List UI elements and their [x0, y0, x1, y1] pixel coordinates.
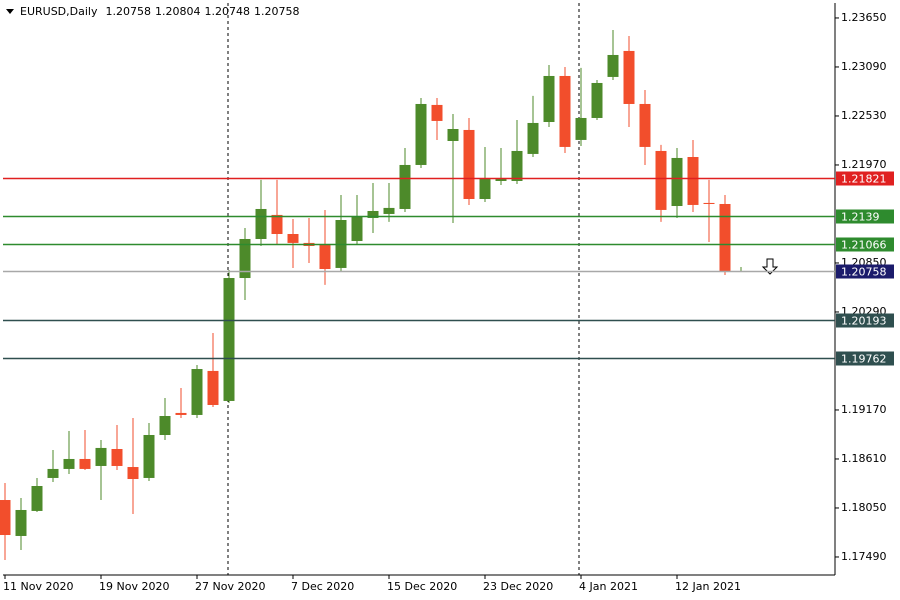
y-tick-label: 1.22530 — [841, 109, 887, 122]
candle-body — [175, 412, 187, 415]
candle-body — [127, 467, 139, 480]
candle-body — [719, 203, 731, 272]
level-label-box — [836, 264, 894, 279]
candle-body — [511, 150, 523, 181]
y-tick-label: 1.17490 — [841, 550, 887, 563]
y-tick-label: 1.23650 — [841, 11, 887, 24]
candle-body — [431, 104, 443, 121]
x-tick-label: 19 Nov 2020 — [99, 580, 169, 593]
candle-body — [671, 157, 683, 207]
candle-body — [143, 434, 155, 478]
menu-triangle[interactable] — [6, 9, 14, 14]
symbol: EURUSD,Daily — [20, 5, 98, 18]
x-tick-label: 23 Dec 2020 — [483, 580, 553, 593]
candle-body — [319, 244, 331, 270]
candle-body — [367, 210, 379, 218]
candle-body — [111, 448, 123, 466]
candle-body — [623, 50, 635, 104]
candle-body — [591, 82, 603, 118]
candles — [0, 29, 747, 560]
level-label-box — [836, 237, 894, 252]
level-label: 1.21066 — [841, 239, 887, 252]
candle-body — [255, 208, 267, 239]
candle-body — [399, 164, 411, 209]
candle-body — [95, 447, 107, 466]
y-tick-label: 1.19170 — [841, 403, 887, 416]
header-high: 1.20804 — [155, 5, 201, 18]
x-tick-label: 7 Dec 2020 — [291, 580, 354, 593]
candle-body — [527, 122, 539, 154]
candle-body — [559, 75, 571, 147]
candle-body — [479, 178, 491, 200]
candle-body — [79, 458, 91, 469]
y-tick-label: 1.23090 — [841, 60, 887, 73]
candle-body — [351, 215, 363, 242]
y-tick-label: 1.21970 — [841, 158, 887, 171]
candle-body — [639, 103, 651, 147]
level-label-box — [836, 313, 894, 328]
candle-body — [383, 207, 395, 214]
candle-body — [703, 202, 715, 204]
header-low: 1.20748 — [204, 5, 250, 18]
candle-body — [0, 500, 11, 536]
level-label: 1.19762 — [841, 353, 887, 366]
candle-body — [575, 117, 587, 140]
candle-body — [447, 129, 459, 141]
candle-body — [687, 157, 699, 205]
candle-body — [271, 214, 283, 235]
candle-body — [31, 486, 43, 511]
candle-body — [223, 278, 235, 401]
candle-body — [63, 458, 75, 469]
x-tick-label: 11 Nov 2020 — [3, 580, 73, 593]
candle-body — [191, 369, 203, 415]
level-label-box — [836, 351, 894, 366]
candle-body — [47, 468, 59, 478]
level-label: 1.20758 — [841, 266, 887, 279]
y-tick-label: 1.18610 — [841, 452, 887, 465]
chart-header: EURUSD,Daily 1.20758 1.20804 1.20748 1.20758 — [20, 5, 299, 18]
candle-body — [207, 370, 219, 405]
x-tick-label: 15 Dec 2020 — [387, 580, 457, 593]
candle-body — [463, 129, 475, 200]
candle-body — [607, 54, 619, 77]
y-tick-label: 1.18050 — [841, 501, 887, 514]
header-close: 1.20758 — [254, 5, 300, 18]
candle-body — [287, 234, 299, 243]
candle-body — [495, 178, 507, 181]
level-label: 1.2139 — [841, 211, 880, 224]
candle-body — [655, 150, 667, 210]
level-label-box — [836, 209, 894, 224]
sell-arrow — [761, 258, 779, 275]
level-label: 1.21821 — [841, 173, 887, 186]
level-label-box — [836, 171, 894, 186]
candle-body — [15, 509, 27, 536]
level-label: 1.20193 — [841, 315, 887, 328]
x-tick-label: 27 Nov 2020 — [195, 580, 265, 593]
candle-body — [239, 238, 251, 279]
candle-body — [415, 103, 427, 165]
candle-body — [543, 75, 555, 123]
header-open: 1.20758 — [105, 5, 151, 18]
candle-body — [159, 416, 171, 435]
x-tick-label: 4 Jan 2021 — [579, 580, 638, 593]
x-tick-label: 12 Jan 2021 — [675, 580, 741, 593]
